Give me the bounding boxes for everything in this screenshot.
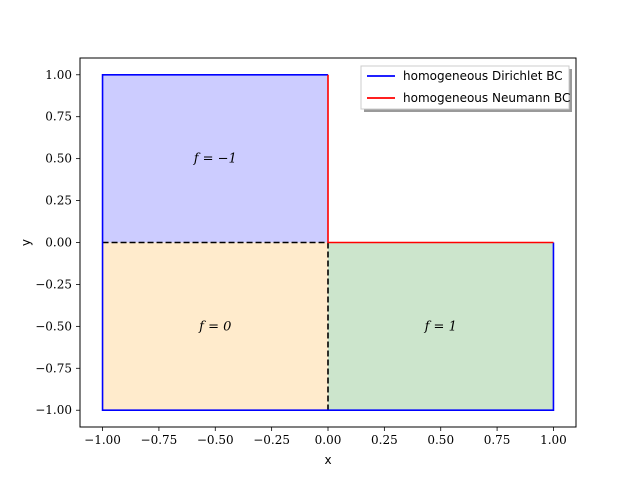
y-tick-label: −0.25 xyxy=(35,277,72,291)
x-tick-label: 1.00 xyxy=(540,433,567,447)
region-label-top-left: f = −1 xyxy=(193,152,237,167)
x-tick-label: 0.75 xyxy=(484,433,511,447)
y-tick-label: −0.50 xyxy=(35,319,72,333)
x-axis-ticks: −1.00 −0.75 −0.50 −0.25 0.00 0.25 0.50 0.75 1.00 xyxy=(84,427,567,447)
y-tick-label: −1.00 xyxy=(35,403,72,417)
x-tick-label: 0.25 xyxy=(371,433,398,447)
x-tick-label: −0.75 xyxy=(141,433,178,447)
regions xyxy=(102,74,554,411)
y-tick-label: 0.75 xyxy=(45,110,72,124)
region-bottom-left xyxy=(102,242,328,411)
x-tick-label: −0.50 xyxy=(197,433,234,447)
x-axis-label: x xyxy=(324,453,331,467)
y-tick-label: 0.50 xyxy=(45,152,72,166)
region-label-bottom-right: f = 1 xyxy=(424,319,457,334)
legend-box xyxy=(360,65,570,110)
dirichlet-boundary-line xyxy=(101,73,555,412)
neumann-boundary-line xyxy=(327,74,554,244)
x-tick-label: −0.25 xyxy=(253,433,290,447)
boundaries xyxy=(101,73,555,412)
legend-entry-label: homogeneous Dirichlet BC xyxy=(403,69,563,83)
y-tick-label: 1.00 xyxy=(45,68,72,82)
y-axis-ticks: −1.00 −0.75 −0.50 −0.25 0.00 0.25 0.50 0.75 1.00 xyxy=(35,68,80,417)
region-labels: f = −1 f = 0 f = 1 xyxy=(193,152,457,335)
y-tick-label: 0.00 xyxy=(45,236,72,250)
x-tick-label: 0.50 xyxy=(427,433,454,447)
y-tick-label: −0.75 xyxy=(35,361,72,375)
region-bottom-right xyxy=(328,242,554,411)
legend-entry-label: homogeneous Neumann BC xyxy=(403,91,570,105)
region-top-left xyxy=(102,74,328,243)
x-tick-label: 0.00 xyxy=(315,433,342,447)
legend: homogeneous Dirichlet BC homogeneous Neum… xyxy=(360,65,572,112)
y-axis-label: y xyxy=(19,239,33,246)
region-label-bottom-left: f = 0 xyxy=(198,319,231,334)
y-tick-label: 0.25 xyxy=(45,194,72,208)
interfaces xyxy=(102,241,329,411)
x-tick-label: −1.00 xyxy=(84,433,121,447)
